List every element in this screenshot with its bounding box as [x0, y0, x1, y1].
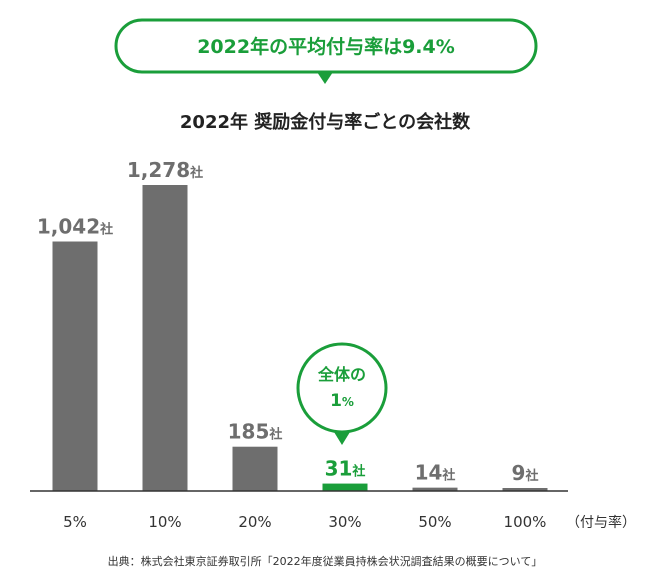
source-note: 出典：株式会社東京証券取引所「2022年度従業員持株会状況調査結果の概要について…: [108, 554, 543, 568]
bar-20pct: [232, 446, 278, 491]
bar-10pct: [142, 185, 188, 491]
callout-unit: %: [342, 395, 354, 409]
category-label-50pct: 50%: [418, 513, 451, 531]
chart-title: 2022年 奨励金付与率ごとの会社数: [180, 111, 471, 133]
share-callout: 全体の 1%: [296, 342, 388, 445]
banner-text: 2022年の平均付与率は9.4%: [197, 35, 455, 58]
value-label-20pct: 185社: [228, 420, 283, 444]
value-number: 1,278: [127, 158, 190, 182]
value-unit: 社: [99, 222, 113, 238]
category-label-30pct: 30%: [328, 513, 361, 531]
banner-pointer: [317, 72, 333, 84]
value-number: 185: [228, 420, 270, 444]
value-number: 14: [415, 461, 443, 485]
value-label-50pct: 14社: [415, 461, 456, 485]
callout-number: 1: [330, 391, 342, 411]
category-label-5pct: 5%: [63, 513, 87, 531]
value-unit: 社: [268, 427, 282, 443]
value-unit: 社: [524, 468, 538, 484]
category-label-20pct: 20%: [238, 513, 271, 531]
bar-50pct: [412, 487, 458, 491]
category-label-10pct: 10%: [148, 513, 181, 531]
callout-value: 1%: [330, 391, 354, 411]
value-label-30pct: 31社: [325, 457, 366, 481]
bar-100pct: [502, 488, 548, 491]
value-label-5pct: 1,042社: [37, 215, 113, 239]
callout-pointer: [334, 432, 350, 445]
value-unit: 社: [351, 464, 365, 480]
bar-5pct: [52, 241, 98, 491]
value-unit: 社: [189, 165, 203, 181]
bar-30pct: [322, 483, 368, 491]
average-rate-banner: 2022年の平均付与率は9.4%: [114, 18, 538, 84]
callout-line1: 全体の: [317, 365, 366, 384]
value-label-100pct: 9社: [512, 461, 539, 485]
callout-circle: [296, 342, 388, 434]
value-number: 1,042: [37, 215, 100, 239]
value-unit: 社: [441, 468, 455, 484]
value-number: 9: [512, 461, 526, 485]
category-label-100pct: 100%: [504, 513, 547, 531]
category-labels-group: 5% 10% 20% 30% 50% 100%: [63, 513, 546, 531]
bars-group: [52, 185, 548, 491]
value-number: 31: [325, 457, 353, 481]
x-axis-label: （付与率）: [566, 514, 636, 531]
value-label-10pct: 1,278社: [127, 158, 203, 182]
